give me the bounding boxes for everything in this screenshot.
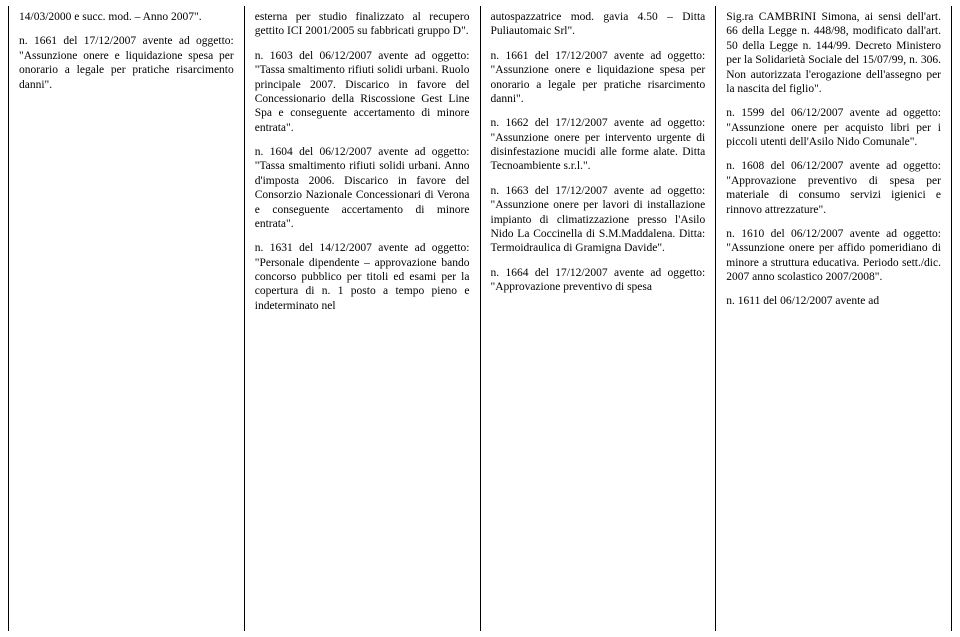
paragraph: esterna per studio finalizzato al recupe… <box>255 10 470 39</box>
paragraph: n. 1661 del 17/12/2007 avente ad oggetto… <box>491 49 706 107</box>
column-2: esterna per studio finalizzato al recupe… <box>245 6 481 631</box>
column-1: 14/03/2000 e succ. mod. – Anno 2007". n.… <box>8 6 245 631</box>
column-4: Sig.ra CAMBRINI Simona, ai sensi dell'ar… <box>716 6 952 631</box>
paragraph: n. 1631 del 14/12/2007 avente ad oggetto… <box>255 241 470 313</box>
paragraph: n. 1661 del 17/12/2007 avente ad oggetto… <box>19 34 234 92</box>
paragraph: autospazzatrice mod. gavia 4.50 – Ditta … <box>491 10 706 39</box>
paragraph: n. 1662 del 17/12/2007 avente ad oggetto… <box>491 116 706 174</box>
column-3: autospazzatrice mod. gavia 4.50 – Ditta … <box>481 6 717 631</box>
paragraph: n. 1663 del 17/12/2007 avente ad oggetto… <box>491 184 706 256</box>
document-page: 14/03/2000 e succ. mod. – Anno 2007". n.… <box>0 0 960 637</box>
paragraph: n. 1599 del 06/12/2007 avente ad oggetto… <box>726 106 941 149</box>
paragraph: n. 1611 del 06/12/2007 avente ad <box>726 294 941 308</box>
paragraph: Sig.ra CAMBRINI Simona, ai sensi dell'ar… <box>726 10 941 96</box>
paragraph: n. 1603 del 06/12/2007 avente ad oggetto… <box>255 49 470 135</box>
paragraph: 14/03/2000 e succ. mod. – Anno 2007". <box>19 10 234 24</box>
paragraph: n. 1604 del 06/12/2007 avente ad oggetto… <box>255 145 470 231</box>
paragraph: n. 1664 del 17/12/2007 avente ad oggetto… <box>491 266 706 295</box>
paragraph: n. 1608 del 06/12/2007 avente ad oggetto… <box>726 159 941 217</box>
paragraph: n. 1610 del 06/12/2007 avente ad oggetto… <box>726 227 941 285</box>
